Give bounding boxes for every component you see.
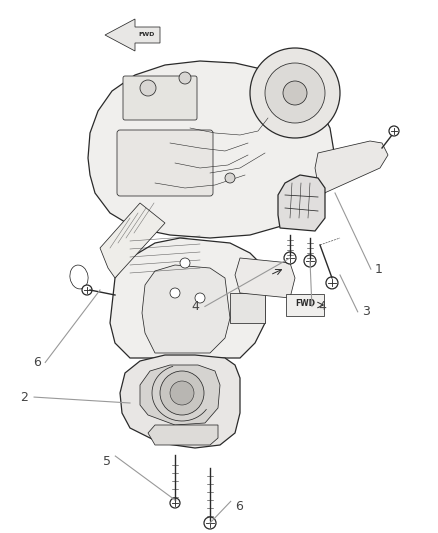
Circle shape [284,252,296,264]
Polygon shape [120,355,240,448]
Circle shape [225,173,235,183]
Circle shape [82,285,92,295]
FancyBboxPatch shape [286,294,324,316]
Text: 3: 3 [362,305,370,318]
FancyBboxPatch shape [123,76,197,120]
Text: 1: 1 [375,263,383,276]
Circle shape [180,258,190,268]
Circle shape [326,277,338,289]
Circle shape [140,80,156,96]
Text: 6: 6 [235,500,243,513]
Circle shape [250,48,340,138]
Text: 4: 4 [191,300,199,313]
Circle shape [170,381,194,405]
Circle shape [204,517,216,529]
Circle shape [170,288,180,298]
Circle shape [195,293,205,303]
Polygon shape [278,175,325,231]
Text: 2: 2 [20,391,28,403]
Polygon shape [105,19,160,51]
Circle shape [304,255,316,267]
Circle shape [283,81,307,105]
Polygon shape [148,425,218,445]
Circle shape [389,126,399,136]
Polygon shape [140,365,220,425]
Polygon shape [88,61,335,238]
Text: FWD: FWD [295,300,315,309]
Circle shape [170,498,180,508]
Text: 5: 5 [103,455,111,467]
Polygon shape [230,293,265,323]
FancyBboxPatch shape [117,130,213,196]
Ellipse shape [70,265,88,289]
Polygon shape [235,258,295,298]
Polygon shape [100,203,165,278]
Text: FWD: FWD [139,31,155,36]
Text: 6: 6 [33,356,41,369]
Circle shape [160,371,204,415]
Circle shape [265,63,325,123]
Polygon shape [110,238,265,358]
Circle shape [179,72,191,84]
Polygon shape [315,141,388,195]
Polygon shape [142,265,230,353]
Text: 4: 4 [318,300,326,313]
